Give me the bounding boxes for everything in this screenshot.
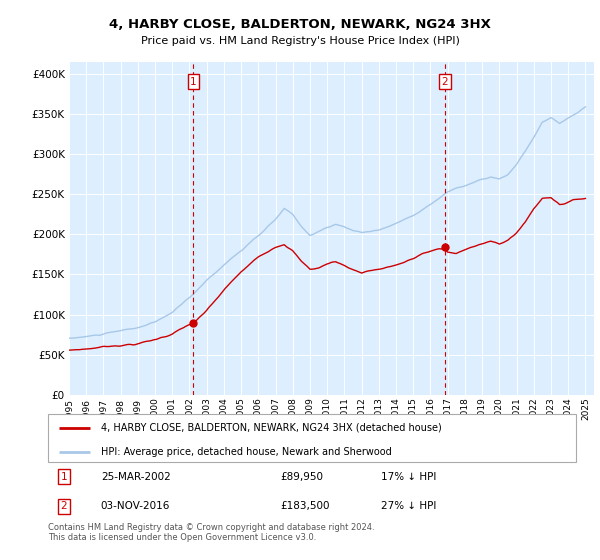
Text: 4, HARBY CLOSE, BALDERTON, NEWARK, NG24 3HX: 4, HARBY CLOSE, BALDERTON, NEWARK, NG24 … [109, 18, 491, 31]
Text: Price paid vs. HM Land Registry's House Price Index (HPI): Price paid vs. HM Land Registry's House … [140, 36, 460, 46]
Text: 1: 1 [61, 472, 67, 482]
Text: HPI: Average price, detached house, Newark and Sherwood: HPI: Average price, detached house, Newa… [101, 446, 392, 456]
Text: 2: 2 [442, 77, 448, 87]
Text: 4, HARBY CLOSE, BALDERTON, NEWARK, NG24 3HX (detached house): 4, HARBY CLOSE, BALDERTON, NEWARK, NG24 … [101, 423, 442, 433]
Text: 2: 2 [61, 501, 67, 511]
Text: £183,500: £183,500 [280, 501, 330, 511]
Text: 25-MAR-2002: 25-MAR-2002 [101, 472, 170, 482]
Text: 03-NOV-2016: 03-NOV-2016 [101, 501, 170, 511]
Text: Contains HM Land Registry data © Crown copyright and database right 2024.
This d: Contains HM Land Registry data © Crown c… [48, 523, 374, 543]
Text: 1: 1 [190, 77, 197, 87]
Text: 17% ↓ HPI: 17% ↓ HPI [380, 472, 436, 482]
Text: £89,950: £89,950 [280, 472, 323, 482]
Text: 27% ↓ HPI: 27% ↓ HPI [380, 501, 436, 511]
